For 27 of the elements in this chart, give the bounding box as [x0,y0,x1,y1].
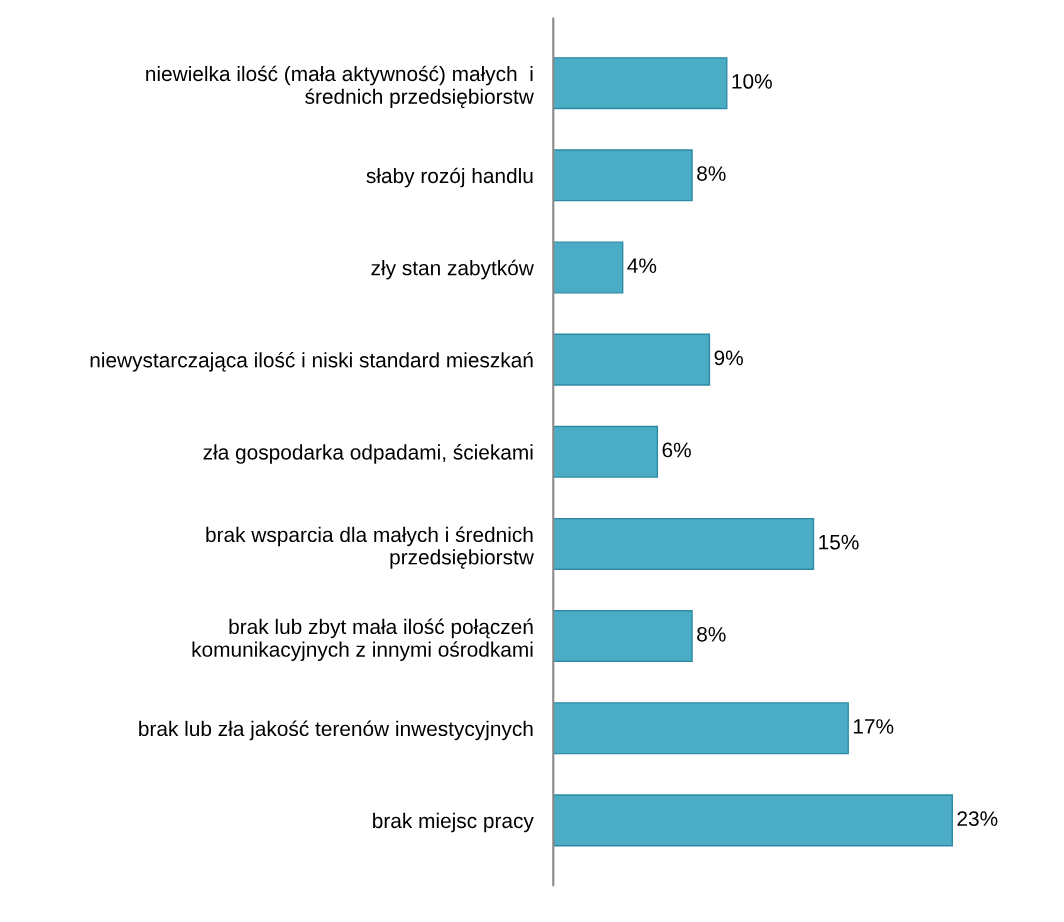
y-tick-label: słaby rozój handlu [366,167,533,188]
bar [553,241,624,294]
data-label: 4% [627,258,657,273]
y-tick-label: brak miejsc pracy [373,812,534,833]
y-tick-label: brak wsparcia dla małych i średnich przedsiębiorstw [206,526,534,569]
data-label: 8% [697,626,726,642]
bar [553,425,659,478]
y-tick-label: zła gospodarka odpadami, ściekami [203,444,533,464]
y-tick-label: niewielka ilość (mała aktywność) małych i średnich przedsiębiorstw [146,65,534,109]
data-label: 9% [714,350,743,366]
bar [553,333,711,386]
data-label: 15% [819,534,859,550]
data-label: 8% [697,166,726,181]
data-label: 6% [662,442,691,458]
y-tick-label: niewystarczająca ilość i niski standard mieszkań [90,351,533,372]
data-label: 17% [853,719,894,734]
y-tick-label: brak lub zbyt mała ilość połączeń komunikacyjnych z innymi ośrodkami [192,618,533,661]
bar [553,610,693,663]
bar [553,149,693,202]
data-label: 10% [732,74,772,89]
y-tick-label: zły stan zabytków [371,259,534,280]
bar [553,702,849,755]
data-label: 23% [957,811,998,826]
bar [553,517,815,570]
bar [553,57,728,110]
bar [553,794,953,847]
y-tick-label: brak lub zła jakość terenów inwestycyjnych [139,720,533,741]
